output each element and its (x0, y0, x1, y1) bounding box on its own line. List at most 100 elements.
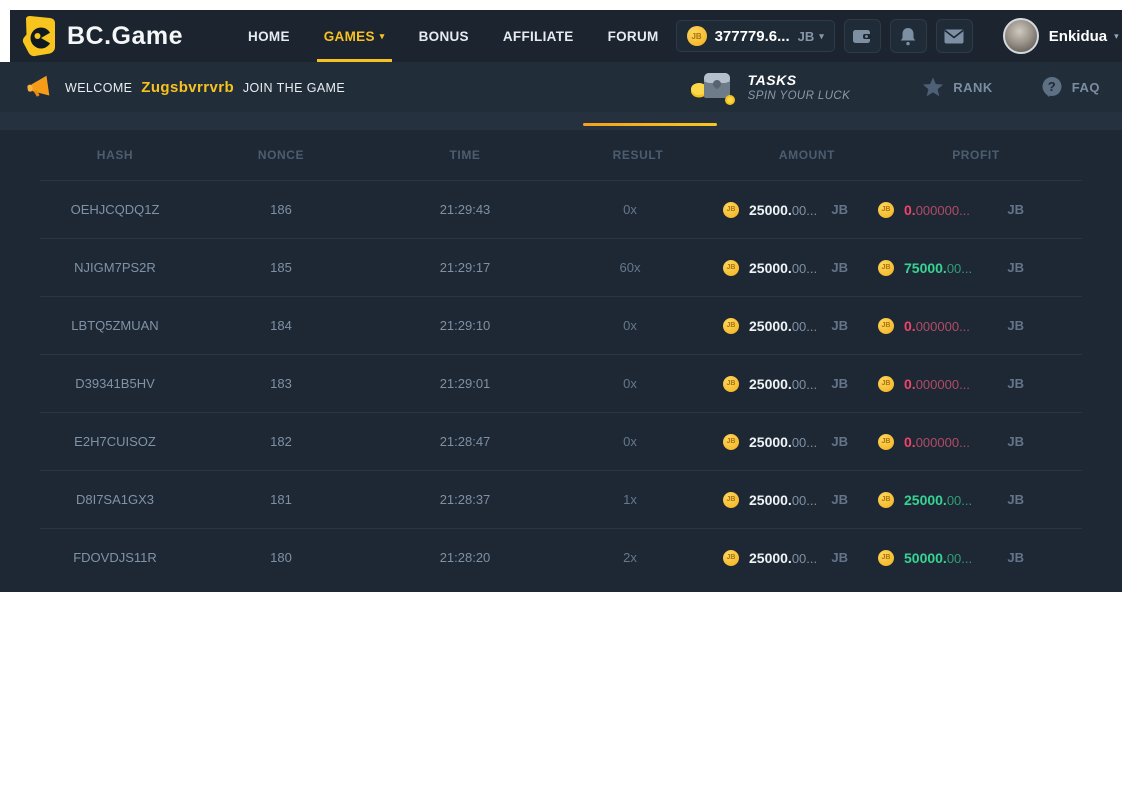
tasks-title: TASKS (747, 72, 797, 88)
amount-currency: JB (831, 492, 848, 507)
column-header-nonce: NONCE (257, 148, 305, 162)
bet-hash[interactable]: E2H7CUISOZ (74, 434, 156, 449)
jb-coin-icon: JB (723, 201, 739, 218)
bet-profit: JB 25000.00... JB (870, 491, 1082, 508)
jb-coin-icon: JB (723, 375, 739, 392)
bet-result: 0x (623, 318, 637, 333)
profit-value: 25000.00... (904, 491, 973, 508)
balance-selector[interactable]: JB 377779.6... JB (675, 20, 835, 52)
bet-hash[interactable]: OEHJCQDQ1Z (70, 202, 160, 217)
question-icon: ? (1042, 77, 1062, 97)
bet-amount: JB 25000.00... JB (678, 317, 870, 334)
nav-item-bonus[interactable]: BONUS (418, 28, 469, 44)
welcome-message: WELCOME Zugsbvrrvrb JOIN THE GAME (65, 78, 346, 96)
welcome-username: Zugsbvrrvrb (141, 78, 235, 96)
bet-amount: JB 25000.00... JB (678, 259, 870, 276)
bet-hash[interactable]: D39341B5HV (75, 376, 155, 391)
nav-item-games[interactable]: GAMES (307, 10, 402, 62)
nav-item-forum[interactable]: FORUM (607, 28, 659, 44)
amount-currency: JB (831, 260, 848, 275)
table-row[interactable]: D8I7SA1GX3 181 21:28:37 1x JB 25000.00..… (40, 470, 1082, 528)
brand-title[interactable]: BC.Game (67, 21, 184, 50)
bet-time: 21:29:10 (439, 318, 491, 333)
nav-item-affiliate[interactable]: AFFILIATE (502, 28, 574, 44)
bet-hash[interactable]: LBTQ5ZMUAN (71, 318, 159, 333)
jb-coin-icon: JB (878, 433, 894, 450)
bet-time: 21:29:01 (439, 376, 491, 391)
jb-coin-icon: JB (878, 549, 894, 566)
table-row[interactable]: D39341B5HV 183 21:29:01 0x JB 25000.00..… (40, 354, 1082, 412)
user-avatar[interactable] (1002, 18, 1039, 54)
faq-button[interactable]: ? FAQ (1041, 76, 1100, 98)
bet-profit: JB 0.000000... JB (870, 317, 1082, 334)
wallet-icon (853, 30, 872, 43)
jb-coin-icon: JB (878, 259, 894, 276)
bet-result: 0x (623, 202, 637, 217)
balance-amount: 377779.6... (714, 27, 790, 45)
bet-profit: JB 75000.00... JB (870, 259, 1082, 276)
bet-result: 60x (619, 260, 641, 275)
bet-amount: JB 25000.00... JB (678, 549, 870, 566)
column-header-time: TIME (449, 148, 481, 162)
jb-coin-icon: JB (878, 201, 894, 218)
tasks-subtitle: SPIN YOUR LUCK (747, 90, 851, 102)
user-name[interactable]: Enkidua (1048, 27, 1108, 45)
bet-nonce: 181 (270, 492, 292, 507)
bet-result: 1x (623, 492, 637, 507)
jb-coin-icon: JB (723, 317, 739, 334)
column-header-profit: PROFIT (952, 148, 1000, 162)
jb-coin-icon: JB (878, 375, 894, 392)
bet-time: 21:29:43 (439, 202, 491, 217)
chevron-down-icon[interactable] (1114, 32, 1119, 41)
bet-hash[interactable]: D8I7SA1GX3 (75, 492, 155, 507)
jb-coin-icon: JB (878, 317, 894, 334)
amount-value: 25000.00... (749, 201, 818, 218)
jb-coin-icon: JB (686, 26, 707, 46)
table-row[interactable]: NJIGM7PS2R 185 21:29:17 60x JB 25000.00.… (40, 238, 1082, 296)
bet-hash[interactable]: NJIGM7PS2R (74, 260, 156, 275)
tasks-widget[interactable]: TASKS SPIN YOUR LUCK (690, 68, 851, 106)
amount-currency: JB (831, 550, 848, 565)
star-icon (923, 77, 944, 97)
profit-currency: JB (1007, 260, 1024, 275)
bcgame-logo-icon[interactable] (20, 15, 58, 57)
bet-profit: JB 0.000000... JB (870, 433, 1082, 450)
amount-value: 25000.00... (749, 433, 818, 450)
bet-profit: JB 0.000000... JB (870, 375, 1082, 392)
wallet-button[interactable] (843, 19, 881, 53)
profit-currency: JB (1007, 318, 1024, 333)
profit-value: 75000.00... (904, 259, 973, 276)
messages-button[interactable] (935, 19, 973, 53)
bet-nonce: 183 (270, 376, 292, 391)
bet-amount: JB 25000.00... JB (678, 491, 870, 508)
amount-value: 25000.00... (749, 375, 818, 392)
nav-item-home[interactable]: HOME (248, 28, 290, 44)
profit-value: 50000.00... (904, 549, 973, 566)
column-header-result: RESULT (612, 148, 664, 162)
bet-nonce: 184 (270, 318, 292, 333)
notifications-button[interactable] (889, 19, 927, 53)
table-row[interactable]: FDOVDJS11R 180 21:28:20 2x JB 25000.00..… (40, 528, 1082, 586)
profit-value: 0.000000... (904, 433, 970, 450)
bet-hash[interactable]: FDOVDJS11R (73, 550, 157, 565)
table-row[interactable]: E2H7CUISOZ 182 21:28:47 0x JB 25000.00..… (40, 412, 1082, 470)
amount-value: 25000.00... (749, 491, 818, 508)
table-row[interactable]: OEHJCQDQ1Z 186 21:29:43 0x JB 25000.00..… (40, 180, 1082, 238)
table-row[interactable]: LBTQ5ZMUAN 184 21:29:10 0x JB 25000.00..… (40, 296, 1082, 354)
bet-nonce: 180 (270, 550, 292, 565)
tasks-text: TASKS SPIN YOUR LUCK (748, 72, 851, 102)
bet-time: 21:29:17 (439, 260, 491, 275)
currency-dropdown[interactable]: JB (798, 29, 824, 44)
jb-coin-icon: JB (878, 491, 894, 508)
bet-amount: JB 25000.00... JB (678, 201, 870, 218)
main-nav: HOME GAMES BONUS AFFILIATE FORUM (231, 10, 676, 62)
amount-currency: JB (831, 202, 848, 217)
svg-text:?: ? (1048, 79, 1056, 94)
bet-nonce: 185 (270, 260, 292, 275)
amount-value: 25000.00... (749, 549, 818, 566)
chevron-down-icon (819, 32, 824, 41)
bet-time: 21:28:47 (439, 434, 491, 449)
bets-tabstrip (0, 112, 1122, 130)
profit-currency: JB (1007, 492, 1024, 507)
rank-button[interactable]: RANK (922, 77, 993, 97)
